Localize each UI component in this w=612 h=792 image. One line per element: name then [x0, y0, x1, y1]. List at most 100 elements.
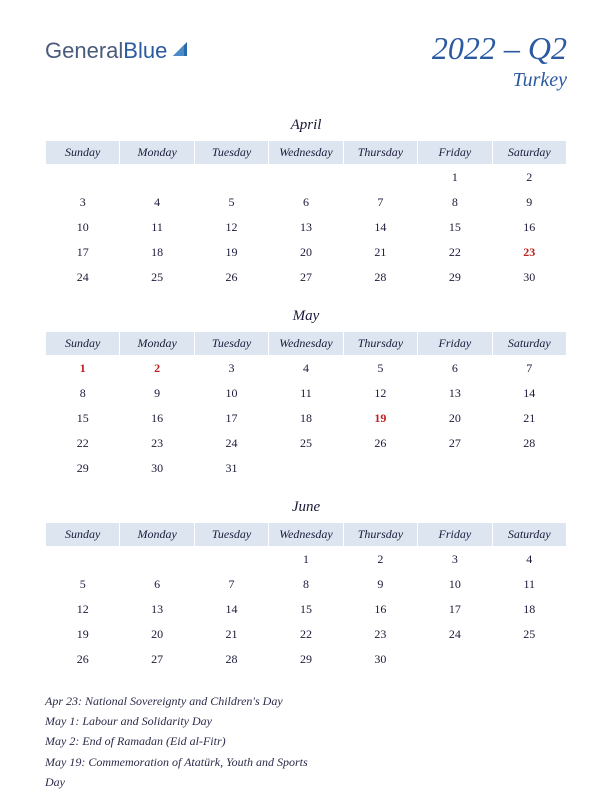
calendar-cell: 20: [269, 240, 343, 265]
calendar-row: 3456789: [46, 190, 567, 215]
day-header: Wednesday: [269, 332, 343, 356]
calendar-cell: 13: [120, 597, 194, 622]
holiday-entry: May 1: Labour and Solidarity Day: [45, 712, 567, 731]
calendar-cell: 22: [46, 431, 120, 456]
calendar-cell: 13: [418, 381, 492, 406]
calendar-cell: 6: [120, 572, 194, 597]
calendar-cell: 19: [46, 622, 120, 647]
holiday-entry: Day: [45, 773, 567, 792]
day-header: Wednesday: [269, 523, 343, 547]
calendar-cell: [120, 547, 194, 573]
calendar-cell: 28: [194, 647, 268, 672]
day-header: Wednesday: [269, 141, 343, 165]
calendar-cell: 11: [269, 381, 343, 406]
calendar-cell: 14: [492, 381, 566, 406]
holidays-list: Apr 23: National Sovereignty and Childre…: [45, 692, 567, 792]
calendar-cell: 19: [343, 406, 417, 431]
calendar-cell: 9: [492, 190, 566, 215]
calendar-cell: 5: [46, 572, 120, 597]
calendar-cell: 21: [194, 622, 268, 647]
day-header: Saturday: [492, 523, 566, 547]
calendar-row: 17181920212223: [46, 240, 567, 265]
day-header: Monday: [120, 523, 194, 547]
calendar-row: 19202122232425: [46, 622, 567, 647]
month-name: May: [45, 308, 567, 325]
calendar-row: 1234: [46, 547, 567, 573]
calendar-cell: 1: [46, 356, 120, 382]
calendar-cell: 2: [343, 547, 417, 573]
calendar-cell: [492, 647, 566, 672]
holiday-entry: Apr 23: National Sovereignty and Childre…: [45, 692, 567, 711]
calendar-cell: 6: [418, 356, 492, 382]
calendar-row: 1234567: [46, 356, 567, 382]
month-name: June: [45, 499, 567, 516]
calendar-cell: 28: [492, 431, 566, 456]
day-header: Tuesday: [194, 523, 268, 547]
calendar-row: 24252627282930: [46, 265, 567, 290]
calendar-cell: 12: [194, 215, 268, 240]
calendar-cell: 2: [492, 165, 566, 191]
calendar-cell: 17: [194, 406, 268, 431]
calendar-cell: 4: [269, 356, 343, 382]
calendar-row: 12131415161718: [46, 597, 567, 622]
calendar-cell: 31: [194, 456, 268, 481]
calendar-cell: 16: [120, 406, 194, 431]
calendar-cell: 22: [418, 240, 492, 265]
calendar-cell: 23: [492, 240, 566, 265]
month-block: June SundayMondayTuesdayWednesdayThursday…: [45, 499, 567, 672]
day-header: Thursday: [343, 141, 417, 165]
calendars-container: AprilSundayMondayTuesdayWednesdayThursda…: [45, 117, 567, 672]
calendar-cell: 10: [418, 572, 492, 597]
calendar-cell: 21: [492, 406, 566, 431]
calendar-row: 10111213141516: [46, 215, 567, 240]
calendar-cell: 12: [343, 381, 417, 406]
day-header: Friday: [418, 141, 492, 165]
calendar-cell: 21: [343, 240, 417, 265]
calendar-row: 293031: [46, 456, 567, 481]
calendar-cell: 7: [343, 190, 417, 215]
calendar-cell: 7: [194, 572, 268, 597]
calendar-cell: 9: [120, 381, 194, 406]
calendar-cell: 12: [46, 597, 120, 622]
calendar-cell: 22: [269, 622, 343, 647]
calendar-cell: 6: [269, 190, 343, 215]
calendar-cell: 15: [46, 406, 120, 431]
day-header: Thursday: [343, 332, 417, 356]
calendar-cell: 26: [46, 647, 120, 672]
day-header: Tuesday: [194, 141, 268, 165]
calendar-cell: 27: [269, 265, 343, 290]
calendar-cell: 13: [269, 215, 343, 240]
calendar-cell: [269, 165, 343, 191]
calendar-row: 22232425262728: [46, 431, 567, 456]
calendar-row: 2627282930: [46, 647, 567, 672]
calendar-row: 891011121314: [46, 381, 567, 406]
header-right: 2022 – Q2 Turkey: [432, 30, 567, 92]
day-header: Sunday: [46, 141, 120, 165]
calendar-cell: 5: [194, 190, 268, 215]
calendar-cell: 3: [194, 356, 268, 382]
calendar-cell: 28: [343, 265, 417, 290]
calendar-table: SundayMondayTuesdayWednesdayThursdayFrid…: [45, 140, 567, 290]
calendar-cell: 3: [46, 190, 120, 215]
calendar-cell: 24: [194, 431, 268, 456]
calendar-cell: 7: [492, 356, 566, 382]
calendar-cell: 25: [269, 431, 343, 456]
calendar-cell: 11: [120, 215, 194, 240]
calendar-cell: 20: [418, 406, 492, 431]
calendar-cell: 16: [492, 215, 566, 240]
calendar-cell: 29: [46, 456, 120, 481]
calendar-cell: [343, 165, 417, 191]
calendar-cell: 30: [492, 265, 566, 290]
calendar-cell: 15: [418, 215, 492, 240]
day-header: Thursday: [343, 523, 417, 547]
calendar-cell: 26: [343, 431, 417, 456]
logo: GeneralBlue: [45, 38, 189, 64]
calendar-cell: 29: [418, 265, 492, 290]
calendar-cell: [194, 165, 268, 191]
day-header: Sunday: [46, 332, 120, 356]
holiday-entry: May 19: Commemoration of Atatürk, Youth …: [45, 753, 567, 772]
calendar-table: SundayMondayTuesdayWednesdayThursdayFrid…: [45, 522, 567, 672]
calendar-cell: 25: [492, 622, 566, 647]
calendar-cell: 2: [120, 356, 194, 382]
calendar-row: 567891011: [46, 572, 567, 597]
